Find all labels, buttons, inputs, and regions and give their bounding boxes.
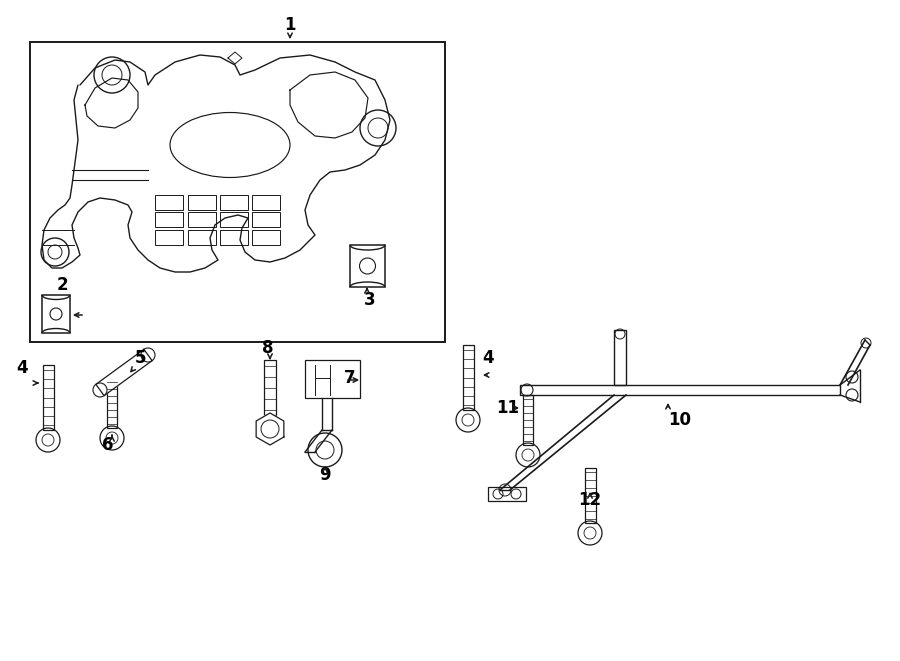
Bar [252, 212, 280, 227]
Polygon shape [256, 413, 284, 445]
Bar [220, 195, 248, 210]
Bar [42, 365, 53, 430]
Text: 4: 4 [482, 349, 494, 367]
Bar [488, 487, 526, 501]
Text: 10: 10 [669, 411, 691, 429]
Text: 1: 1 [284, 16, 296, 34]
Bar [42, 295, 70, 333]
Bar [155, 230, 183, 245]
Text: 8: 8 [262, 339, 274, 357]
Text: 2: 2 [56, 276, 68, 294]
Bar [264, 360, 276, 415]
Text: 12: 12 [579, 491, 601, 509]
Text: 9: 9 [320, 466, 331, 484]
Bar [252, 195, 280, 210]
Bar [305, 360, 360, 398]
Polygon shape [96, 350, 152, 396]
Text: 3: 3 [364, 291, 376, 309]
Bar [30, 42, 445, 342]
Bar [188, 195, 216, 210]
Bar [220, 212, 248, 227]
Bar [220, 230, 248, 245]
Bar [188, 212, 216, 227]
Bar [350, 245, 385, 287]
Bar [155, 195, 183, 210]
Bar [523, 395, 533, 445]
Text: 6: 6 [103, 436, 113, 454]
Bar [107, 378, 117, 428]
Bar [188, 230, 216, 245]
Text: 5: 5 [134, 349, 146, 367]
Bar [463, 345, 473, 410]
Text: 11: 11 [497, 399, 519, 417]
Bar [155, 212, 183, 227]
Bar [520, 385, 840, 395]
Bar [584, 468, 596, 523]
Text: 4: 4 [16, 359, 28, 377]
Bar [614, 330, 626, 385]
Text: 7: 7 [344, 369, 356, 387]
Bar [252, 230, 280, 245]
